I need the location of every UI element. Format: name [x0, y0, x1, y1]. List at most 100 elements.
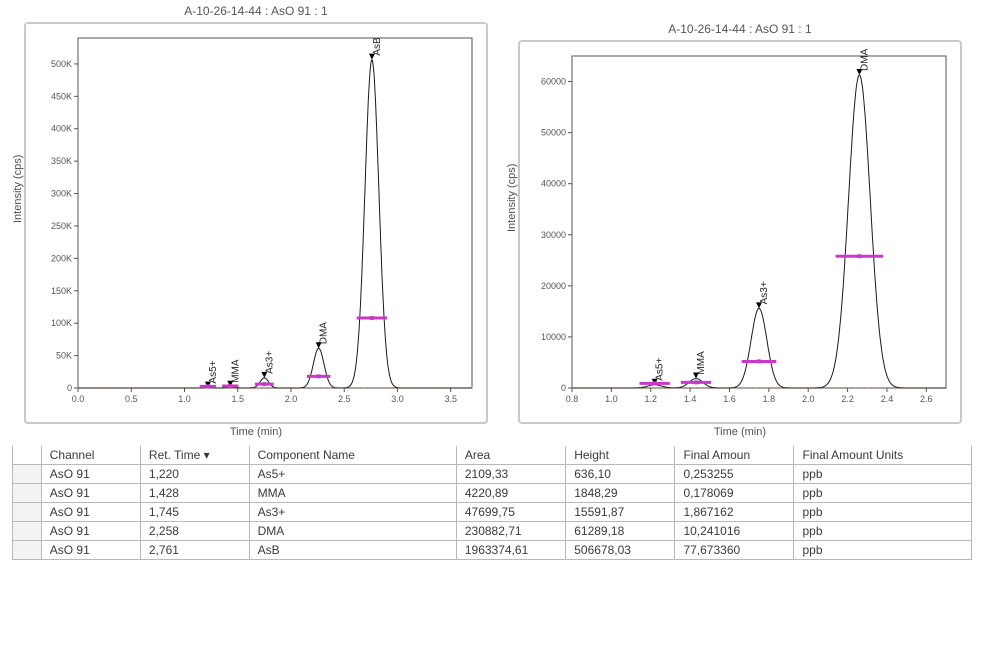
svg-text:100K: 100K: [51, 318, 72, 328]
left-x-axis-label: Time (min): [230, 426, 282, 438]
svg-text:As5+: As5+: [208, 360, 219, 383]
results-table: ChannelRet. Time ▾Component NameAreaHeig…: [12, 446, 972, 560]
table-cell: 1,745: [140, 503, 249, 522]
table-cell: 636,10: [566, 465, 675, 484]
table-cell: 10,241016: [675, 522, 794, 541]
table-cell: 0,178069: [675, 484, 794, 503]
table-cell: 1,867162: [675, 503, 794, 522]
svg-text:2.0: 2.0: [285, 394, 298, 404]
svg-text:AsB: AsB: [372, 37, 383, 56]
row-handle: [13, 522, 42, 541]
svg-text:As5+: As5+: [655, 358, 666, 381]
right-chart-svg: 01000020000300004000050000600000.81.01.2…: [526, 48, 954, 416]
right-x-axis-label: Time (min): [714, 426, 766, 438]
table-cell: ppb: [794, 465, 972, 484]
svg-text:150K: 150K: [51, 286, 72, 296]
table-cell: ppb: [794, 541, 972, 560]
svg-text:2.5: 2.5: [338, 394, 351, 404]
table-cell: AsO 91: [41, 503, 140, 522]
table-cell: 0,253255: [675, 465, 794, 484]
page: { "chart_left":{ "title":"A-10-26-14-44 …: [0, 0, 984, 648]
table-cell: DMA: [249, 522, 456, 541]
svg-text:1.0: 1.0: [178, 394, 191, 404]
row-handle: [13, 503, 42, 522]
table-row[interactable]: AsO 911,220As5+2109,33636,100,253255ppb: [13, 465, 972, 484]
svg-text:2.4: 2.4: [881, 394, 894, 404]
table-cell: 2109,33: [456, 465, 565, 484]
svg-text:MMA: MMA: [696, 351, 707, 375]
svg-text:500K: 500K: [51, 59, 72, 69]
table-cell: AsO 91: [41, 522, 140, 541]
table-row[interactable]: AsO 912,258DMA230882,7161289,1810,241016…: [13, 522, 972, 541]
table-row[interactable]: AsO 912,761AsB1963374,61506678,0377,6733…: [13, 541, 972, 560]
left-chart-wrap: A-10-26-14-44 : AsO 91 : 1 Intensity (cp…: [8, 0, 504, 438]
table-header[interactable]: Channel: [41, 446, 140, 465]
table-cell: 506678,03: [566, 541, 675, 560]
svg-text:50000: 50000: [541, 128, 566, 138]
svg-text:1.0: 1.0: [605, 394, 618, 404]
svg-text:DMA: DMA: [319, 322, 330, 345]
results-table-wrap: ChannelRet. Time ▾Component NameAreaHeig…: [0, 438, 984, 560]
right-chart-wrap: A-10-26-14-44 : AsO 91 : 1 Intensity (cp…: [504, 0, 976, 438]
table-cell: As3+: [249, 503, 456, 522]
table-cell: 47699,75: [456, 503, 565, 522]
right-y-axis-label: Intensity (cps): [506, 164, 518, 232]
left-chart-title: A-10-26-14-44 : AsO 91 : 1: [184, 4, 327, 18]
svg-text:1.5: 1.5: [231, 394, 244, 404]
svg-text:200K: 200K: [51, 253, 72, 263]
svg-text:0.8: 0.8: [566, 394, 579, 404]
table-row[interactable]: AsO 911,745As3+47699,7515591,871,867162p…: [13, 503, 972, 522]
svg-text:2.6: 2.6: [920, 394, 933, 404]
right-chart-frame: 01000020000300004000050000600000.81.01.2…: [518, 40, 962, 424]
table-cell: ppb: [794, 503, 972, 522]
svg-text:350K: 350K: [51, 156, 72, 166]
svg-text:0.0: 0.0: [72, 394, 85, 404]
svg-text:400K: 400K: [51, 124, 72, 134]
table-header[interactable]: Final Amount Units: [794, 446, 972, 465]
svg-text:60000: 60000: [541, 77, 566, 87]
svg-text:30000: 30000: [541, 230, 566, 240]
svg-text:0: 0: [67, 383, 72, 393]
svg-text:250K: 250K: [51, 221, 72, 231]
row-handle: [13, 541, 42, 560]
svg-text:1.6: 1.6: [723, 394, 736, 404]
svg-text:0: 0: [561, 383, 566, 393]
table-cell: 15591,87: [566, 503, 675, 522]
table-corner: [13, 446, 42, 465]
left-chart-frame: 050K100K150K200K250K300K350K400K450K500K…: [24, 22, 488, 424]
table-header[interactable]: Height: [566, 446, 675, 465]
svg-text:10000: 10000: [541, 332, 566, 342]
table-header[interactable]: Component Name: [249, 446, 456, 465]
row-handle: [13, 484, 42, 503]
svg-text:3.0: 3.0: [391, 394, 404, 404]
svg-text:0.5: 0.5: [125, 394, 138, 404]
table-row[interactable]: AsO 911,428MMA4220,891848,290,178069ppb: [13, 484, 972, 503]
table-cell: 4220,89: [456, 484, 565, 503]
table-cell: 1,220: [140, 465, 249, 484]
table-cell: As5+: [249, 465, 456, 484]
right-chart-title: A-10-26-14-44 : AsO 91 : 1: [668, 22, 811, 36]
charts-row: A-10-26-14-44 : AsO 91 : 1 Intensity (cp…: [0, 0, 984, 438]
table-cell: ppb: [794, 522, 972, 541]
table-cell: 1963374,61: [456, 541, 565, 560]
svg-text:As3+: As3+: [759, 281, 770, 304]
table-cell: 77,673360: [675, 541, 794, 560]
svg-text:3.5: 3.5: [444, 394, 457, 404]
table-header[interactable]: Area: [456, 446, 565, 465]
left-chart-svg: 050K100K150K200K250K300K350K400K450K500K…: [32, 30, 480, 416]
table-cell: 61289,18: [566, 522, 675, 541]
table-cell: AsO 91: [41, 465, 140, 484]
table-cell: 1848,29: [566, 484, 675, 503]
table-header[interactable]: Final Amoun: [675, 446, 794, 465]
table-cell: AsO 91: [41, 541, 140, 560]
table-cell: 2,258: [140, 522, 249, 541]
svg-text:MMA: MMA: [230, 359, 241, 383]
svg-text:40000: 40000: [541, 179, 566, 189]
svg-text:2.0: 2.0: [802, 394, 815, 404]
svg-text:2.2: 2.2: [841, 394, 854, 404]
left-y-axis-label: Intensity (cps): [12, 155, 24, 223]
svg-text:1.2: 1.2: [644, 394, 657, 404]
table-header[interactable]: Ret. Time ▾: [140, 446, 249, 465]
table-cell: AsB: [249, 541, 456, 560]
table-cell: MMA: [249, 484, 456, 503]
